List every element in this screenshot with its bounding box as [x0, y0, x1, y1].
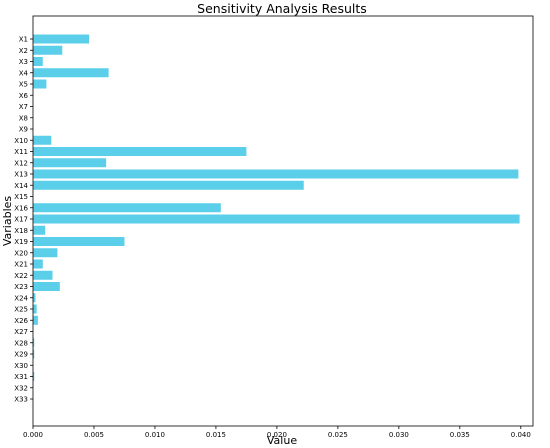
- bar-x1: [33, 34, 90, 44]
- y-tick-label: X18: [14, 227, 28, 235]
- bar-x29: [33, 349, 35, 359]
- bar-x26: [33, 315, 38, 325]
- bar-x20: [33, 248, 58, 258]
- y-tick-label: X11: [14, 148, 28, 156]
- y-tick-label: X13: [14, 171, 28, 179]
- chart-title: Sensitivity Analysis Results: [197, 1, 367, 16]
- y-tick-label: X17: [14, 216, 28, 224]
- y-tick-label: X26: [14, 317, 28, 325]
- y-tick-label: X5: [19, 81, 28, 89]
- y-tick-label: X7: [19, 103, 28, 111]
- x-tick-label: 0.015: [206, 431, 226, 439]
- bar-x24: [33, 293, 36, 303]
- y-tick-label: X3: [19, 58, 28, 66]
- x-tick-label: 0.025: [328, 431, 348, 439]
- y-tick-label: X2: [19, 47, 28, 55]
- x-ticks-group: 0.000 0.005 0.010 0.015 0.020 0.025 0.030 0.035…: [23, 426, 531, 439]
- y-tick-label: X19: [14, 238, 28, 246]
- x-axis-title: Value: [267, 434, 297, 447]
- x-tick-label: 0.030: [389, 431, 409, 439]
- y-tick-label: X31: [14, 373, 28, 381]
- bar-x18: [33, 225, 46, 235]
- y-tick-label: X15: [14, 193, 28, 201]
- y-tick-label: X33: [14, 396, 28, 404]
- bar-x19: [33, 237, 125, 246]
- x-tick-label: 0.035: [450, 431, 470, 439]
- y-tick-label: X16: [14, 204, 28, 212]
- y-tick-label: X29: [14, 351, 28, 359]
- bar-x14: [33, 180, 304, 190]
- y-tick-label: X22: [14, 272, 28, 280]
- y-ticks-group: X1 X2 X3 X4 X5 X6 X7 X8 X9 X10 X11 X12 X13 X14 X15 X16 X…: [14, 36, 33, 404]
- bar-x12: [33, 158, 107, 168]
- y-tick-label: X14: [14, 182, 28, 190]
- bar-x4: [33, 68, 109, 78]
- bar-x13: [33, 169, 519, 179]
- x-tick-label: 0.010: [145, 431, 165, 439]
- y-tick-label: X28: [14, 339, 28, 347]
- x-tick-label: 0.000: [23, 431, 43, 439]
- bar-x17: [33, 214, 520, 224]
- y-tick-label: X10: [14, 137, 28, 145]
- plot-frame: [32, 15, 534, 427]
- bar-x2: [33, 45, 63, 55]
- bar-x3: [33, 57, 43, 66]
- y-tick-label: X27: [14, 328, 28, 336]
- y-tick-label: X24: [14, 294, 28, 302]
- bar-x5: [33, 79, 47, 89]
- y-tick-label: X9: [19, 126, 28, 134]
- y-axis-title: Variables: [1, 196, 14, 247]
- bar-x11: [33, 147, 247, 156]
- bar-x10: [33, 135, 52, 145]
- y-tick-label: X21: [14, 261, 28, 269]
- y-tick-label: X12: [14, 159, 28, 167]
- x-tick-label: 0.005: [84, 431, 104, 439]
- y-tick-label: X25: [14, 306, 28, 314]
- bar-x22: [33, 270, 53, 280]
- y-tick-label: X1: [19, 36, 28, 44]
- y-tick-label: X23: [14, 283, 28, 291]
- y-tick-label: X32: [14, 384, 28, 392]
- y-tick-label: X20: [14, 249, 28, 257]
- bars-group: [33, 34, 520, 381]
- y-tick-label: X4: [19, 69, 29, 77]
- y-tick-label: X30: [14, 362, 28, 370]
- y-tick-label: X8: [19, 114, 28, 122]
- bar-x25: [33, 304, 37, 314]
- x-tick-label: 0.020: [267, 431, 287, 439]
- bar-x28: [33, 338, 35, 348]
- bar-x31: [33, 372, 35, 381]
- bar-x21: [33, 259, 43, 269]
- bar-x23: [33, 282, 60, 291]
- x-tick-label: 0.040: [511, 431, 531, 439]
- y-tick-label: X6: [19, 92, 29, 100]
- bar-x16: [33, 203, 221, 213]
